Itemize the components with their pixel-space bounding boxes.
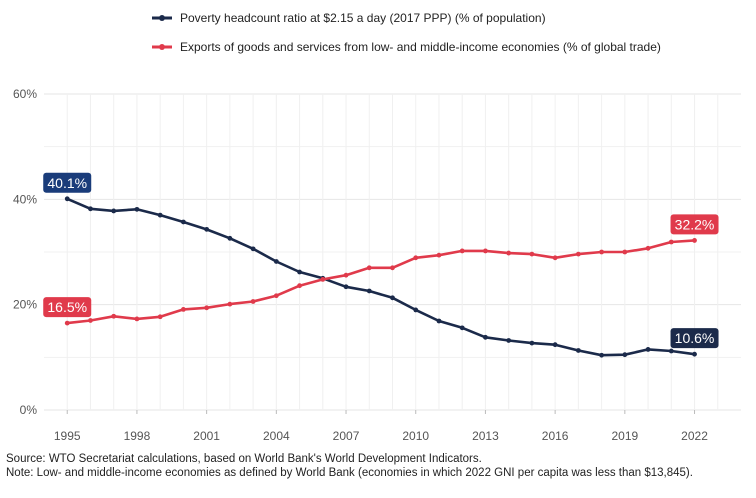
data-point-poverty: [181, 219, 186, 225]
data-point-exports: [157, 314, 163, 320]
data-point-exports: [552, 255, 558, 261]
data-point-exports: [273, 293, 279, 299]
x-tick-label: 2019: [611, 429, 638, 443]
data-point-exports: [622, 249, 628, 255]
data-label-start-exports-text: 16.5%: [47, 299, 87, 315]
data-point-poverty: [668, 348, 674, 354]
data-point-poverty: [273, 259, 279, 264]
data-point-poverty: [483, 334, 488, 340]
data-point-exports: [575, 251, 581, 257]
data-point-poverty: [506, 338, 512, 343]
series-line-exports: [65, 239, 696, 325]
x-tick-label: 2022: [681, 429, 708, 443]
data-point-poverty: [250, 246, 256, 252]
data-point-poverty: [599, 352, 604, 358]
data-point-poverty: [88, 206, 93, 212]
data-label-start-exports-bg: [43, 297, 92, 318]
data-point-poverty: [692, 351, 697, 357]
x-tick-label: 2007: [333, 429, 360, 443]
x-tick-label: 1998: [124, 429, 151, 443]
data-label-end-exports-text: 32.2%: [675, 216, 715, 232]
data-point-poverty: [413, 307, 419, 313]
data-point-poverty: [390, 295, 395, 301]
data-point-exports: [692, 238, 697, 243]
x-tick-label: 2001: [193, 429, 220, 443]
data-point-poverty: [227, 235, 233, 241]
data-point-exports: [297, 283, 302, 289]
legend-label-poverty: Poverty headcount ratio at $2.15 a day (…: [180, 11, 546, 25]
x-tick-label: 2016: [542, 429, 569, 443]
data-point-poverty: [204, 226, 210, 232]
data-point-exports: [204, 305, 210, 311]
data-point-poverty: [529, 340, 535, 346]
chart-notes: Source: WTO Secretariat calculations, ba…: [6, 452, 751, 480]
legend-marker-exports: [159, 44, 165, 50]
data-point-exports: [413, 255, 419, 261]
data-label-end-exports-bg: [670, 214, 719, 235]
data-point-exports: [343, 272, 349, 278]
source-note: Source: WTO Secretariat calculations, ba…: [6, 453, 482, 465]
data-point-exports: [366, 265, 372, 271]
x-tick-label: 2013: [472, 429, 499, 443]
data-point-poverty: [157, 212, 163, 218]
data-point-poverty: [622, 352, 628, 358]
data-point-exports: [436, 252, 442, 258]
y-tick-label: 20%: [13, 298, 37, 312]
data-point-exports: [529, 251, 535, 257]
legend-marker-poverty: [159, 15, 165, 21]
data-point-poverty: [436, 318, 442, 324]
data-point-exports: [668, 239, 674, 245]
legend-item-exports[interactable]: Exports of goods and services from low- …: [152, 40, 661, 54]
data-label-end-poverty-bg: [670, 328, 719, 349]
data-point-exports: [134, 316, 140, 322]
legend: Poverty headcount ratio at $2.15 a day (…: [152, 11, 661, 54]
data-point-poverty: [459, 325, 465, 331]
data-point-exports: [111, 313, 117, 319]
x-tick-label: 2004: [263, 429, 290, 443]
y-tick-label: 60%: [13, 87, 37, 101]
legend-label-exports: Exports of goods and services from low- …: [180, 40, 661, 54]
grid: [44, 93, 741, 411]
data-point-exports: [483, 248, 488, 254]
data-point-exports: [599, 249, 604, 255]
data-point-exports: [64, 320, 70, 326]
data-point-poverty: [343, 284, 349, 290]
definition-note: Note: Low- and middle-income economies a…: [6, 467, 693, 479]
data-label-end-poverty-text: 10.6%: [675, 330, 715, 346]
legend-item-poverty[interactable]: Poverty headcount ratio at $2.15 a day (…: [152, 11, 546, 25]
data-point-poverty: [552, 342, 558, 348]
data-point-exports: [250, 299, 256, 304]
data-point-exports: [459, 248, 465, 254]
axes: 0% 20% 40% 60% 1995 1998 2001 2004 2007 2010 2013 2…: [13, 87, 708, 443]
x-tick-label: 2010: [402, 429, 429, 443]
data-label-end-exports: 32.2%: [670, 214, 719, 235]
data-point-poverty: [64, 196, 70, 202]
data-label-end-poverty: 10.6%: [670, 328, 719, 349]
data-point-poverty: [134, 206, 140, 212]
series-line-poverty: [65, 197, 696, 357]
x-tick-label: 1995: [54, 429, 81, 443]
data-point-poverty: [111, 208, 117, 214]
data-point-poverty: [645, 347, 651, 352]
y-tick-label: 40%: [13, 192, 37, 206]
series-layer: [64, 196, 697, 358]
y-tick-label: 0%: [20, 403, 38, 417]
data-label-start-poverty: 40.1%: [43, 172, 92, 193]
data-point-exports: [181, 307, 186, 312]
data-label-start-exports: 16.5%: [43, 297, 92, 318]
data-point-exports: [645, 245, 651, 251]
data-point-exports: [320, 276, 326, 282]
data-point-exports: [88, 318, 93, 323]
data-label-start-poverty-bg: [43, 172, 92, 193]
data-point-exports: [227, 301, 233, 307]
data-label-start-poverty-text: 40.1%: [47, 175, 87, 191]
data-labels: 40.1% 10.6% 16.5% 32.2%: [43, 172, 719, 349]
data-point-exports: [506, 250, 512, 256]
data-point-exports: [390, 265, 395, 271]
data-point-poverty: [297, 269, 302, 275]
data-point-poverty: [575, 348, 581, 353]
data-point-poverty: [366, 288, 372, 294]
